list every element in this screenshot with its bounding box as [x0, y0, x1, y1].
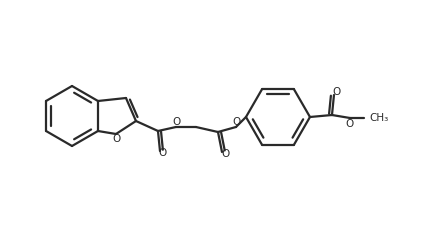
Text: O: O	[233, 117, 241, 127]
Text: O: O	[173, 117, 181, 127]
Text: O: O	[222, 149, 230, 159]
Text: O: O	[333, 87, 341, 97]
Text: O: O	[113, 134, 121, 144]
Text: O: O	[159, 148, 167, 158]
Text: O: O	[346, 119, 354, 129]
Text: CH₃: CH₃	[369, 113, 388, 123]
